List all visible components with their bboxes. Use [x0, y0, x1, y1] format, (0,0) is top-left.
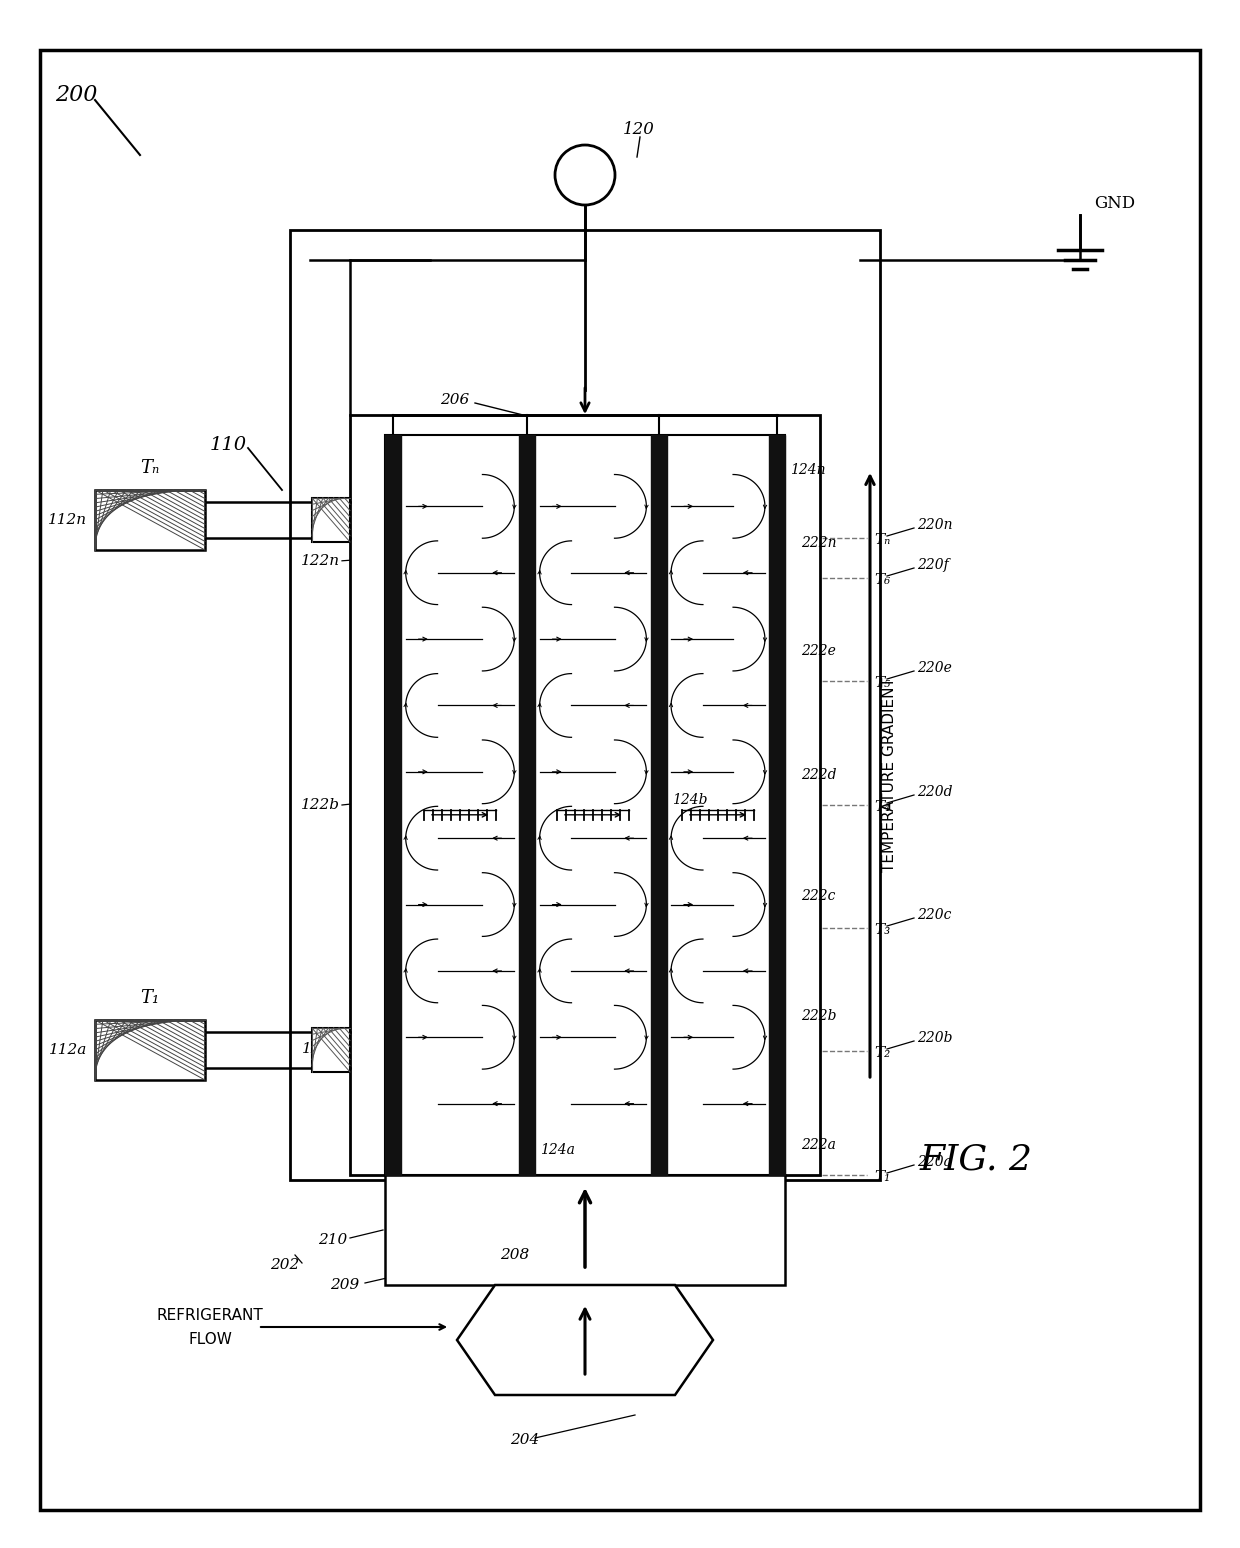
Text: 222d: 222d — [801, 768, 837, 782]
Text: T₁: T₁ — [140, 989, 160, 1008]
Text: T₁: T₁ — [874, 1170, 890, 1184]
Bar — [384, 435, 785, 1175]
Text: Tₙ: Tₙ — [140, 460, 160, 477]
Text: 204: 204 — [510, 1433, 539, 1447]
Text: 220f: 220f — [918, 557, 949, 573]
Text: 222a: 222a — [801, 1138, 836, 1152]
Bar — [95, 491, 205, 550]
Text: 200: 200 — [55, 84, 98, 105]
Text: 220e: 220e — [918, 661, 952, 675]
Text: 220d: 220d — [918, 785, 952, 799]
Text: 222c: 222c — [801, 889, 836, 902]
Text: 124b: 124b — [672, 793, 708, 807]
Text: 206: 206 — [440, 393, 469, 407]
Circle shape — [556, 146, 615, 204]
Bar — [651, 435, 667, 1175]
Text: 222n: 222n — [801, 536, 837, 550]
Text: 112a: 112a — [48, 1043, 87, 1057]
Bar — [384, 1175, 785, 1285]
Bar — [350, 415, 820, 1175]
Text: 110: 110 — [210, 437, 247, 454]
Bar — [312, 498, 350, 542]
Text: 112n: 112n — [48, 512, 87, 526]
Text: 222e: 222e — [801, 644, 836, 658]
Text: 122n: 122n — [301, 554, 340, 568]
Bar — [384, 435, 401, 1175]
Text: TEMPERATURE GRADIENT: TEMPERATURE GRADIENT — [883, 678, 898, 873]
Text: 220c: 220c — [918, 909, 951, 923]
Text: 122a: 122a — [301, 1042, 340, 1056]
Text: 124a: 124a — [539, 1142, 575, 1156]
Text: 209: 209 — [330, 1279, 360, 1293]
Polygon shape — [458, 1285, 713, 1395]
Bar — [520, 435, 534, 1175]
Text: T₆: T₆ — [874, 573, 890, 587]
Text: T₃: T₃ — [874, 923, 890, 937]
Text: FLOW: FLOW — [188, 1333, 232, 1347]
Text: REFRIGERANT: REFRIGERANT — [156, 1308, 263, 1322]
Text: FIG. 2: FIG. 2 — [920, 1142, 1033, 1176]
Text: 120: 120 — [622, 121, 655, 138]
Text: 210: 210 — [317, 1234, 347, 1248]
Text: 122b: 122b — [301, 799, 340, 813]
Text: 222b: 222b — [801, 1009, 837, 1023]
Text: 220n: 220n — [918, 519, 952, 533]
Text: T₂: T₂ — [874, 1046, 890, 1060]
Text: GND: GND — [1094, 195, 1135, 212]
Text: T₅: T₅ — [874, 676, 890, 690]
Bar — [769, 435, 785, 1175]
Text: 208: 208 — [500, 1248, 529, 1262]
Text: T₄: T₄ — [874, 800, 890, 814]
Text: 124n: 124n — [790, 463, 826, 477]
Text: Tₙ: Tₙ — [874, 533, 890, 546]
Bar — [312, 1028, 350, 1073]
Text: 220b: 220b — [918, 1031, 952, 1045]
Bar — [95, 1020, 205, 1081]
Bar — [290, 231, 880, 1180]
Text: 202: 202 — [270, 1259, 299, 1272]
Text: ~: ~ — [572, 159, 598, 190]
Text: 220a: 220a — [918, 1155, 952, 1169]
